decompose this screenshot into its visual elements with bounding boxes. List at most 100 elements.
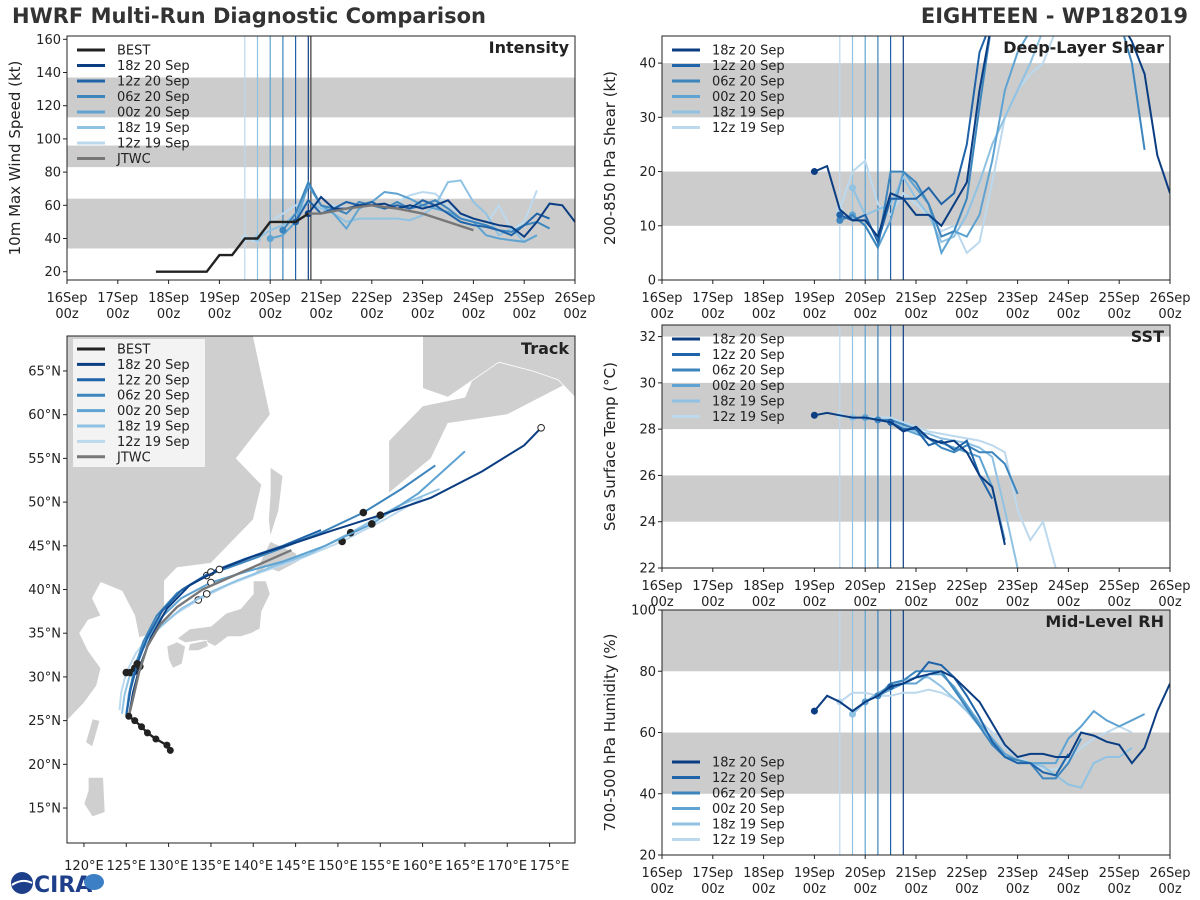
y-tick-label: 28: [639, 423, 656, 438]
legend-label: 18z 20 Sep: [117, 59, 190, 74]
y-tick-label: 40: [44, 232, 61, 247]
y-tick-label: 32: [639, 330, 656, 345]
x-tick-label: 23Sep: [997, 291, 1038, 306]
x-tick-label: 22Sep: [946, 579, 987, 594]
x-tick-label: 00z: [411, 307, 435, 322]
x-tick-label: 00z: [1158, 882, 1182, 897]
y-axis-label: 10m Max Wind Speed (kt): [6, 61, 24, 256]
x-tick-label: 00z: [955, 882, 979, 897]
y-tick-label: 160: [36, 33, 61, 48]
x-tick-label: 165°E: [445, 859, 485, 874]
x-tick-label: 22Sep: [351, 291, 392, 306]
x-tick-label: 00z: [1108, 595, 1132, 610]
legend-label: 12z 20 Sep: [117, 75, 190, 90]
x-tick-label: 00z: [752, 307, 776, 322]
x-tick-label: 17Sep: [97, 291, 138, 306]
y-tick-label: 35°N: [28, 627, 61, 642]
track-day-marker: [359, 508, 368, 517]
legend-bg: [73, 339, 205, 467]
shaded-band: [662, 63, 1170, 118]
x-tick-label: 18Sep: [743, 866, 784, 881]
y-tick-label: 100: [631, 604, 656, 619]
x-tick-label: 24Sep: [1048, 291, 1089, 306]
y-tick-label: 55°N: [28, 452, 61, 467]
best-track-point: [138, 723, 146, 731]
series-start-point: [849, 710, 856, 718]
y-tick-label: 80: [44, 166, 61, 181]
legend-label: 12z 19 Sep: [117, 435, 190, 450]
series-start-point: [279, 226, 287, 234]
x-tick-label: 00z: [650, 307, 674, 322]
legend-label: 18z 19 Sep: [117, 121, 190, 136]
x-tick-label: 21Sep: [895, 291, 936, 306]
legend-label: 00z 20 Sep: [117, 404, 190, 419]
series-line-18z-20-Sep: [813, 670, 1170, 765]
legend-label: 00z 20 Sep: [712, 802, 785, 817]
x-tick-label: 00z: [955, 307, 979, 322]
x-tick-label: 20Sep: [845, 291, 886, 306]
shaded-band: [662, 382, 1170, 430]
y-tick-label: 20°N: [28, 758, 61, 773]
series-line-00z-20-Sep: [864, 673, 1146, 765]
x-tick-label: 00z: [650, 595, 674, 610]
y-tick-label: 20: [639, 165, 656, 180]
x-tick-label: 23Sep: [402, 291, 443, 306]
series-start-point: [266, 235, 274, 243]
legend-label: 12z 19 Sep: [712, 410, 785, 425]
x-tick-label: 00z: [1006, 595, 1030, 610]
panel-title: Mid-Level RH: [1045, 612, 1164, 631]
x-tick-label: 00z: [208, 307, 232, 322]
y-tick-label: 45°N: [28, 539, 61, 554]
shaded-band: [662, 325, 1170, 337]
legend-label: 12z 20 Sep: [712, 348, 785, 363]
series-group: [810, 660, 1170, 789]
x-tick-label: 19Sep: [794, 866, 835, 881]
legend-label: BEST: [117, 44, 150, 59]
x-tick-label: 00z: [1006, 307, 1030, 322]
panel-sst: 22242628303216Sep00z17Sep00z18Sep00z19Se…: [601, 324, 1191, 610]
y-tick-label: 24: [639, 515, 656, 530]
panel-intensity: 2040608010012014016016Sep00z17Sep00z18Se…: [6, 33, 596, 322]
x-tick-label: 00z: [1158, 307, 1182, 322]
series-group: [810, 36, 1170, 256]
track-day-marker: [537, 423, 545, 432]
series-line-12z-20-Sep: [294, 198, 550, 237]
track-day-marker: [215, 565, 224, 574]
y-tick-label: 20: [639, 849, 656, 864]
legend-label: 18z 19 Sep: [712, 106, 785, 121]
y-axis-label: Sea Surface Temp (°C): [601, 362, 619, 531]
x-tick-label: 22Sep: [946, 866, 987, 881]
landmass-luzon: [83, 777, 106, 818]
legend-label: 06z 20 Sep: [712, 75, 785, 90]
cira-logo: CIRA: [11, 872, 104, 898]
track-day-marker: [368, 520, 376, 528]
x-tick-label: 21Sep: [895, 579, 936, 594]
x-tick-label: 18Sep: [743, 291, 784, 306]
x-tick-label: 00z: [309, 307, 333, 322]
panel-title: Deep-Layer Shear: [1003, 38, 1164, 57]
legend-label: BEST: [117, 343, 150, 358]
x-tick-label: 18Sep: [148, 291, 189, 306]
y-tick-label: 10: [639, 219, 656, 234]
x-tick-label: 24Sep: [1048, 579, 1089, 594]
legend-label: 18z 19 Sep: [712, 395, 785, 410]
y-tick-label: 30: [639, 376, 656, 391]
series-line-12z-19-Sep: [839, 688, 1133, 771]
x-tick-label: 00z: [1057, 595, 1081, 610]
series-line-18z-20-Sep: [814, 36, 1170, 239]
landmass-shikoku: [187, 639, 209, 652]
x-tick-label: 155°E: [361, 859, 401, 874]
x-tick-label: 00z: [904, 882, 928, 897]
y-tick-label: 25°N: [28, 714, 61, 729]
logo-globe-icon: [11, 872, 33, 894]
landmass-honshu: [176, 580, 271, 647]
x-tick-label: 16Sep: [641, 866, 682, 881]
x-tick-label: 00z: [1006, 882, 1030, 897]
y-tick-label: 80: [639, 665, 656, 680]
x-tick-label: 00z: [803, 307, 827, 322]
legend-label: 12z 19 Sep: [117, 137, 190, 152]
best-track-point: [131, 717, 139, 725]
legend-label: 18z 19 Sep: [712, 818, 785, 833]
